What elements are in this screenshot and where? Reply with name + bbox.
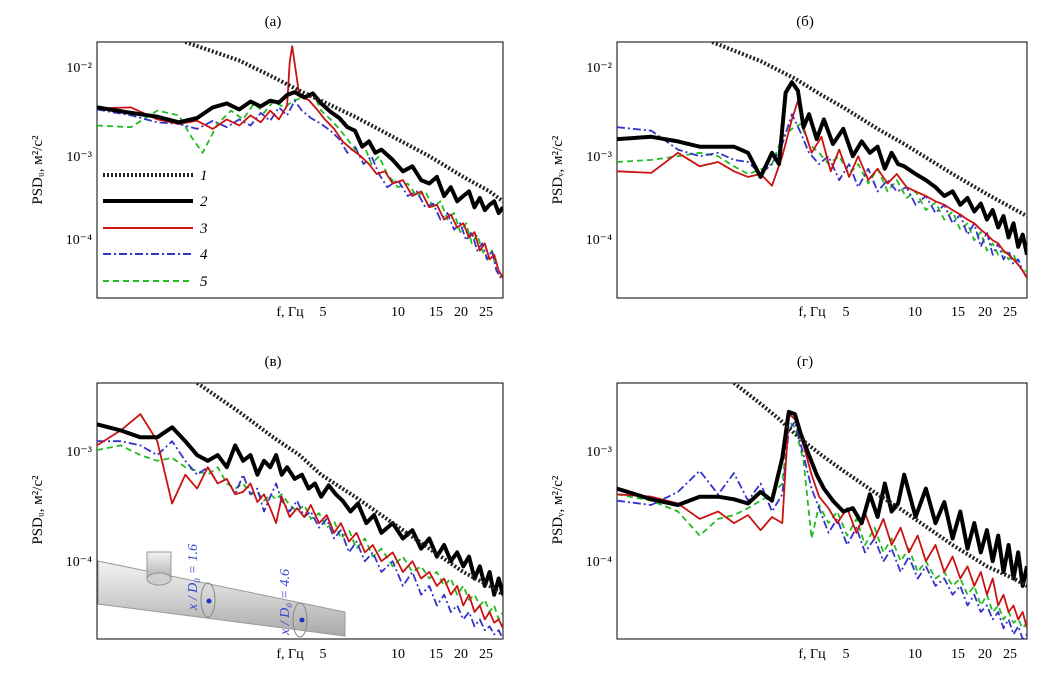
probe-ring-1 [200,582,216,618]
series-line-2 [97,90,503,215]
x-tick-label: 10 [391,305,405,320]
plot-frame [96,382,504,640]
series-line-5 [97,444,503,621]
x-tick-label: 25 [479,647,493,662]
series-line-1 [195,383,503,597]
y-axis-label: PSDᵤ, м²/с² [30,475,46,545]
pipe-body [97,560,346,637]
probe-dot-1 [206,598,212,604]
x-axis-label: f, Гц [276,647,304,662]
x-axis-label: f, Гц [798,305,826,320]
legend-label-4: 4 [200,247,208,263]
plot-frame [616,382,1028,640]
y-tick-label: 10⁻² [66,61,92,76]
legend-label-3: 3 [199,221,208,237]
x-tick-label: 5 [843,647,850,662]
y-axis-label: PSDᵥ, м²/с² [550,475,566,544]
y-axis-label: PSDᵤ, м²/с² [30,135,46,205]
plot-frame [616,41,1028,299]
series-line-4 [97,440,503,639]
probe-ring-2 [292,602,308,638]
x-tick-label: 20 [454,647,468,662]
x-tick-label: 15 [429,305,443,320]
probe-label-2: x / D₀ = 4.6 [278,569,293,636]
x-tick-label: 10 [908,647,922,662]
probe-label-1: x / D₀ = 1.6 [186,544,201,611]
y-tick-label: 10⁻⁴ [66,555,92,570]
x-tick-label: 20 [454,305,468,320]
plot-frame [96,41,504,299]
x-tick-label: 20 [978,305,992,320]
series-line-4 [97,99,502,279]
y-tick-label: 10⁻⁴ [586,555,612,570]
panel-label: (в) [264,354,281,370]
probe-dot-2 [299,617,305,623]
panel-d: (г) PSDᵥ, м²/с² f, Гц 5 10 15 20 25 10⁻⁴… [550,354,1028,662]
series-line-2 [97,422,503,597]
x-tick-label: 15 [951,647,965,662]
legend-label-1: 1 [200,168,208,184]
y-axis-label: PSDᵥ, м²/с² [550,135,566,204]
legend: 1 2 3 4 5 [103,168,208,290]
x-axis-label: f, Гц [276,305,304,320]
series-line-1 [711,42,1027,218]
y-tick-label: 10⁻⁴ [66,233,92,248]
pipe-inset: x / D₀ = 1.6 x / D₀ = 4.6 [97,544,346,638]
x-tick-label: 25 [479,305,493,320]
pipe-branch-end [146,572,172,586]
series-line-5 [617,420,1027,630]
legend-label-2: 2 [200,194,208,210]
series-line-1 [184,42,503,203]
series-line-3 [97,45,503,279]
y-tick-label: 10⁻³ [66,445,92,460]
series-line-3 [97,413,503,629]
x-tick-label: 25 [1003,647,1017,662]
x-tick-label: 10 [391,647,405,662]
x-tick-label: 10 [908,305,922,320]
series-line-1 [732,383,1027,588]
y-tick-label: 10⁻³ [66,150,92,165]
panel-label: (а) [265,14,282,30]
legend-label-5: 5 [200,274,208,290]
series-line-2 [617,80,1027,256]
x-tick-label: 25 [1003,305,1017,320]
series-line-2 [617,409,1027,588]
x-tick-label: 5 [320,305,327,320]
x-tick-label: 5 [320,647,327,662]
y-tick-label: 10⁻³ [586,445,612,460]
x-tick-label: 15 [429,647,443,662]
y-tick-label: 10⁻³ [586,150,612,165]
y-tick-label: 10⁻⁴ [586,233,612,248]
series-line-3 [617,413,1027,629]
panel-label: (г) [797,354,813,370]
x-tick-label: 5 [843,305,850,320]
x-axis-label: f, Гц [798,647,826,662]
panel-b: (б) PSDᵥ, м²/с² f, Гц 5 10 15 20 25 10⁻⁴… [550,14,1028,320]
y-tick-label: 10⁻² [586,61,612,76]
x-tick-label: 20 [978,647,992,662]
panel-c: (в) PSDᵤ, м²/с² f, Гц 5 10 15 20 25 10⁻⁴… [30,354,504,662]
x-tick-label: 15 [951,305,965,320]
series-line-4 [617,420,1027,639]
panel-a: (а) PSDᵤ, м²/с² f, Гц 5 10 15 20 25 10⁻⁴… [30,14,504,320]
panel-label: (б) [796,14,814,30]
